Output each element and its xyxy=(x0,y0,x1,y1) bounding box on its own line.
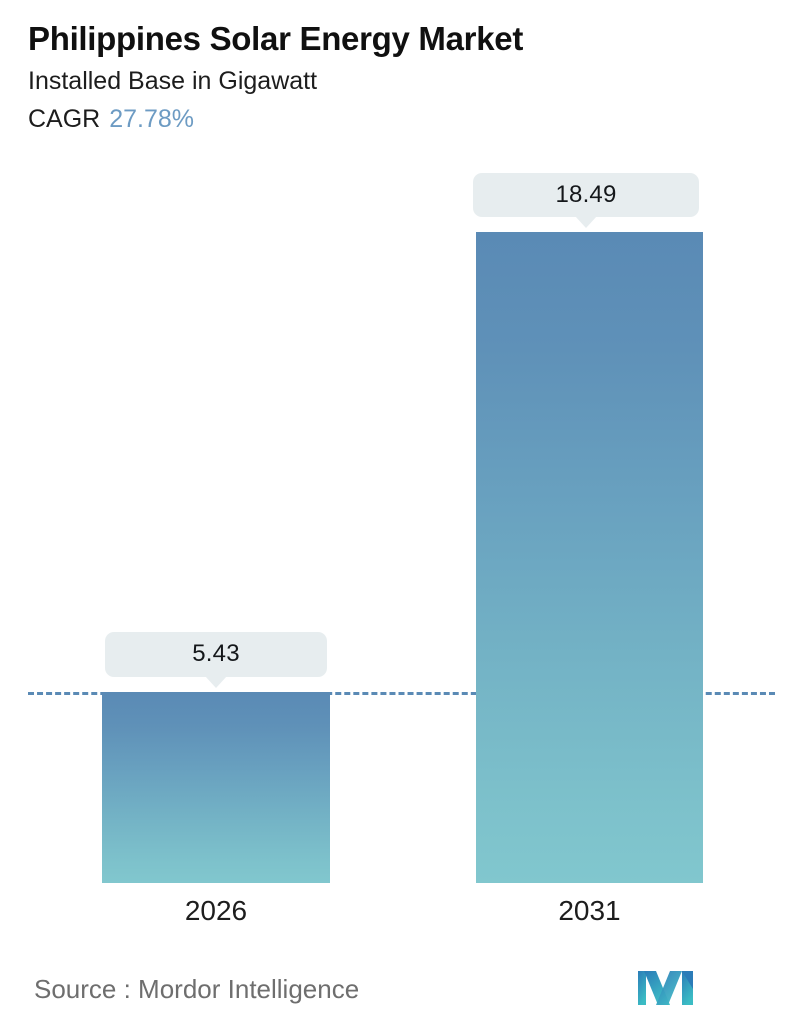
cagr-label: CAGR xyxy=(28,105,101,133)
source-text: Source : Mordor Intelligence xyxy=(34,974,360,1004)
chart-header: Philippines Solar Energy Market Installe… xyxy=(28,18,768,137)
bar-2031[interactable] xyxy=(476,232,703,883)
cagr-value: 27.78% xyxy=(109,105,195,133)
value-label-2031: 18.49 xyxy=(555,181,617,208)
reference-dashed-line xyxy=(28,691,775,695)
x-axis-label-2031: 2031 xyxy=(558,895,621,926)
value-label-2026: 5.43 xyxy=(192,640,240,668)
bar-2026[interactable] xyxy=(102,691,330,883)
tooltip-pointer-icon xyxy=(575,216,597,228)
chart-subtitle: Installed Base in Gigawatt xyxy=(28,67,318,96)
chart-footer: Source : Mordor Intelligence xyxy=(0,968,796,1034)
value-tooltip-2026: 5.43 xyxy=(105,631,327,688)
x-axis-label-2026: 2026 xyxy=(184,895,248,926)
page-title: Philippines Solar Energy Market xyxy=(28,20,524,57)
mordor-intelligence-logo-icon xyxy=(637,968,699,1008)
tooltip-pointer-icon xyxy=(205,675,227,688)
value-tooltip-2031: 18.49 xyxy=(473,173,699,228)
cagr-row: CAGR 27.78% xyxy=(28,103,768,137)
